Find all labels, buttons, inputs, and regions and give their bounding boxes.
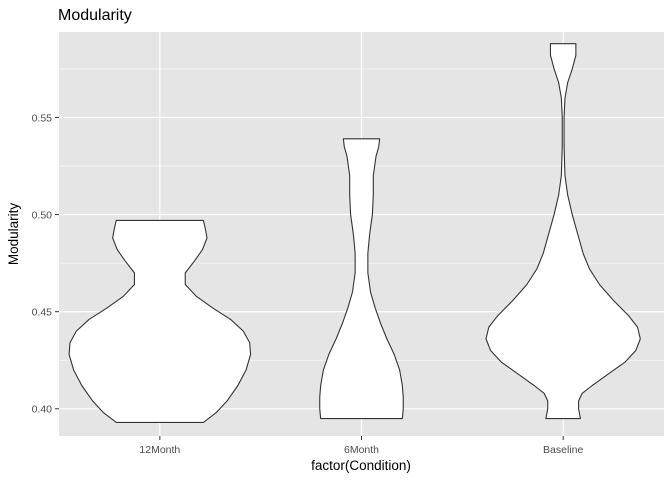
y-tick-label: 0.40: [32, 404, 53, 416]
y-tick-label: 0.55: [32, 112, 53, 124]
x-tick-label: 6Month: [344, 444, 379, 456]
violin-group: [68, 43, 641, 423]
y-tick-label: 0.50: [32, 209, 53, 221]
violin-6month: [319, 138, 404, 420]
violin-baseline: [485, 43, 641, 420]
chart-title: Modularity: [58, 7, 132, 24]
x-axis-title: factor(Condition): [311, 458, 411, 473]
x-tick-label: 12Month: [139, 444, 180, 456]
x-tick-label: Baseline: [543, 444, 583, 456]
violin-12month: [68, 219, 252, 423]
y-tick-label: 0.45: [32, 306, 53, 318]
x-axis-ticks: 12Month 6Month Baseline: [139, 436, 583, 456]
y-axis-ticks: 0.40 0.45 0.50 0.55: [32, 112, 59, 416]
y-axis-title: Modularity: [6, 203, 21, 266]
